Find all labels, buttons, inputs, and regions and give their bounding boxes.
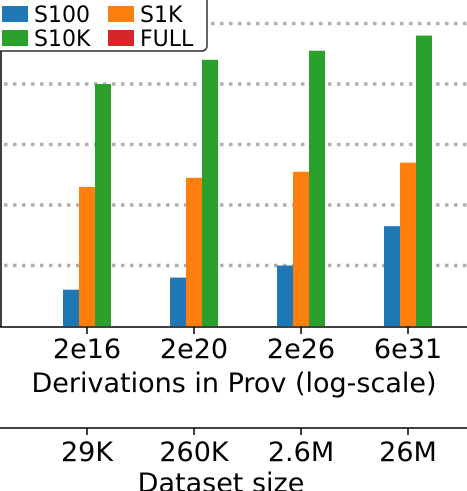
secondary-x-tick-label: 2.6M bbox=[268, 437, 334, 468]
secondary-x-tick-label: 260K bbox=[159, 437, 230, 468]
legend-label-full: FULL bbox=[140, 27, 194, 52]
legend-frame bbox=[0, 0, 208, 52]
bar-s1k-0 bbox=[79, 186, 95, 326]
legend-label-s100: S100 bbox=[34, 3, 90, 28]
bar-s1k-1 bbox=[186, 177, 202, 326]
secondary-x-ticks: 29K 260K 2.6M 26M bbox=[61, 428, 437, 468]
bar-s100-2 bbox=[277, 265, 293, 326]
legend: S100 S1K S10K FULL bbox=[0, 0, 208, 52]
bar-s10k-3 bbox=[416, 35, 432, 326]
secondary-x-tick-label: 26M bbox=[379, 437, 437, 468]
x-ticks: 2e16 2e20 2e26 6e31 bbox=[53, 327, 442, 365]
bar-s100-0 bbox=[63, 289, 79, 326]
bar-s1k-2 bbox=[293, 171, 309, 326]
bar-s100-1 bbox=[170, 277, 186, 326]
legend-swatch-s100 bbox=[2, 6, 28, 22]
legend-swatch-s1k bbox=[108, 6, 134, 22]
bar-s1k-3 bbox=[400, 162, 416, 326]
legend-label-s10k: S10K bbox=[34, 27, 91, 52]
x-axis-label: Derivations in Prov (log-scale) bbox=[31, 368, 436, 399]
legend-swatch-s10k bbox=[2, 30, 28, 46]
x-tick-label: 6e31 bbox=[374, 334, 442, 365]
bar-s10k-0 bbox=[95, 84, 111, 326]
legend-label-s1k: S1K bbox=[140, 3, 183, 28]
x-tick-label: 2e16 bbox=[53, 334, 121, 365]
x-tick-label: 2e26 bbox=[267, 334, 335, 365]
x-tick-label: 2e20 bbox=[160, 334, 228, 365]
bar-s10k-1 bbox=[202, 59, 218, 327]
legend-swatch-full bbox=[108, 30, 134, 46]
bars bbox=[63, 35, 432, 327]
secondary-x-tick-label: 29K bbox=[61, 437, 114, 468]
bar-s10k-2 bbox=[309, 50, 325, 326]
secondary-x-axis-label: Dataset size bbox=[138, 468, 305, 491]
bar-s100-3 bbox=[384, 226, 400, 326]
